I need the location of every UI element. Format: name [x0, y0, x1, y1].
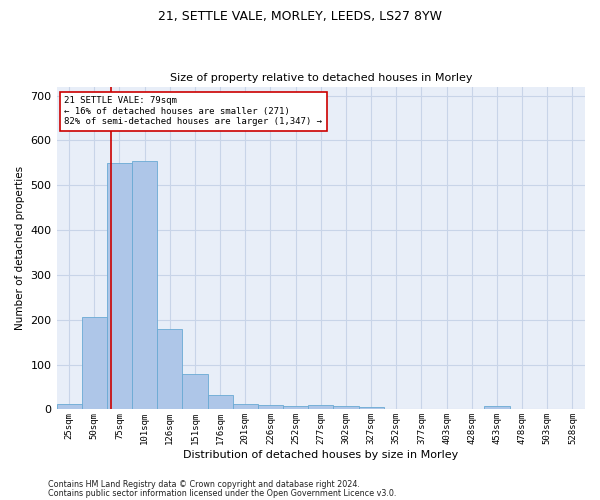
X-axis label: Distribution of detached houses by size in Morley: Distribution of detached houses by size …: [183, 450, 458, 460]
Bar: [107, 163, 132, 410]
Bar: [56, 404, 82, 409]
Bar: [82, 318, 107, 410]
Bar: [157, 328, 182, 409]
Bar: [233, 404, 258, 409]
Bar: [484, 406, 509, 410]
Bar: [208, 394, 233, 409]
Text: 21 SETTLE VALE: 79sqm
← 16% of detached houses are smaller (271)
82% of semi-det: 21 SETTLE VALE: 79sqm ← 16% of detached …: [64, 96, 322, 126]
Text: Contains HM Land Registry data © Crown copyright and database right 2024.: Contains HM Land Registry data © Crown c…: [48, 480, 360, 489]
Text: 21, SETTLE VALE, MORLEY, LEEDS, LS27 8YW: 21, SETTLE VALE, MORLEY, LEEDS, LS27 8YW: [158, 10, 442, 23]
Y-axis label: Number of detached properties: Number of detached properties: [15, 166, 25, 330]
Bar: [182, 374, 208, 410]
Bar: [283, 406, 308, 409]
Text: Contains public sector information licensed under the Open Government Licence v3: Contains public sector information licen…: [48, 490, 397, 498]
Bar: [308, 406, 334, 409]
Bar: [258, 406, 283, 409]
Bar: [334, 406, 359, 410]
Title: Size of property relative to detached houses in Morley: Size of property relative to detached ho…: [170, 73, 472, 83]
Bar: [132, 160, 157, 410]
Bar: [359, 407, 383, 410]
